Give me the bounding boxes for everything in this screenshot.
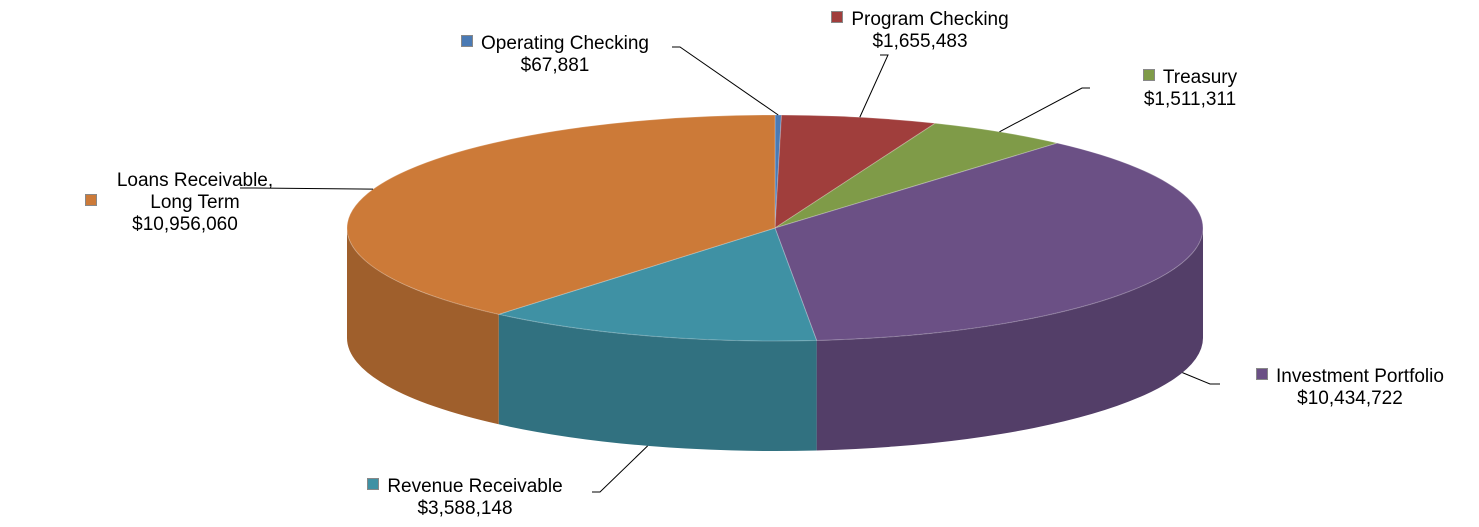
data-label: Program Checking $1,655,483 [810, 9, 1030, 53]
slice-side [816, 228, 1203, 451]
slice [496, 227, 818, 342]
label-name: Program Checking [810, 9, 1030, 31]
category-label: Operating Checking [481, 33, 649, 54]
legend-marker [1142, 69, 1155, 81]
legend-marker [461, 35, 474, 47]
data-label: Loans Receivable, Long Term $10,956,060 [0, 170, 370, 236]
value-label: $1,511,311 [1143, 89, 1237, 110]
label-name: Operating Checking [440, 33, 670, 55]
leader-line [859, 54, 889, 118]
category-label: Program Checking [851, 9, 1009, 30]
leader-line [672, 46, 779, 116]
legend-marker [85, 194, 97, 206]
value-label: $10,956,060 [132, 214, 238, 235]
slice [774, 114, 782, 229]
data-label: Investment Portfolio $10,434,722 [1225, 366, 1475, 410]
category-label: Loans Receivable, Long Term [116, 170, 274, 213]
value-label: $1,655,483 [872, 31, 968, 52]
leader-line [999, 87, 1090, 133]
legend-marker [367, 478, 380, 490]
label-name: Revenue Receivable [330, 476, 600, 498]
value-label: $67,881 [520, 55, 590, 76]
category-label: Treasury [1162, 67, 1238, 88]
slice [774, 122, 1060, 229]
leader-line [1182, 372, 1220, 385]
leader-line [592, 445, 648, 493]
slice-side [498, 314, 817, 451]
data-label: Operating Checking $67,881 [440, 33, 670, 77]
value-label: $10,434,722 [1297, 388, 1403, 409]
category-label: Revenue Receivable [387, 476, 563, 497]
data-label: Treasury $1,511,311 [1100, 67, 1280, 111]
category-label: Investment Portfolio [1276, 366, 1444, 387]
leader-line [240, 187, 374, 190]
label-name: Loans Receivable, Long Term [0, 170, 370, 214]
value-label: $3,588,148 [417, 498, 513, 519]
slice [346, 114, 776, 315]
slice [774, 114, 937, 229]
legend-marker [1256, 368, 1269, 380]
legend-marker [831, 11, 844, 23]
label-name: Treasury [1100, 67, 1280, 89]
slice-side [347, 228, 499, 425]
slice [774, 142, 1204, 341]
data-label: Revenue Receivable $3,588,148 [330, 476, 600, 520]
label-name: Investment Portfolio [1225, 366, 1475, 388]
